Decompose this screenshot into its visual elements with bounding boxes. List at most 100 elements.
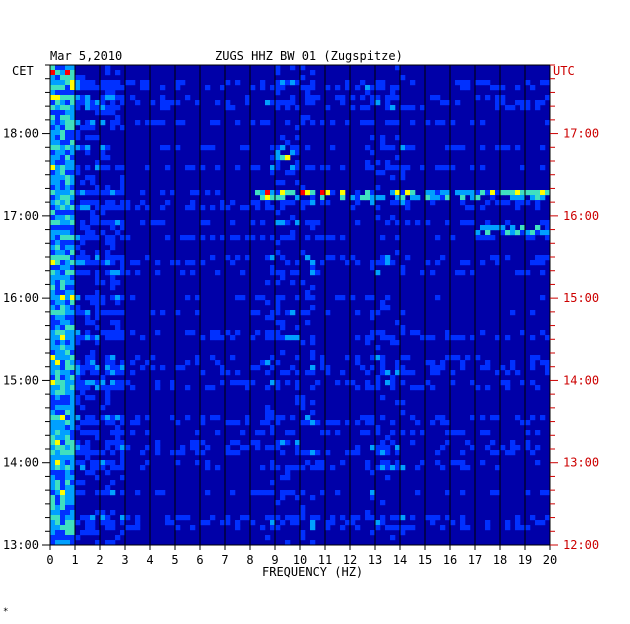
heatmap-cell [65, 265, 71, 271]
heatmap-cell [490, 255, 496, 261]
heatmap-cell [150, 100, 156, 106]
heatmap-cell [445, 100, 451, 106]
heatmap-cell [90, 430, 96, 436]
heatmap-cell [240, 445, 246, 451]
heatmap-cell [380, 465, 386, 471]
heatmap-cell [305, 415, 311, 421]
heatmap-cell [215, 430, 221, 436]
heatmap-cell [205, 145, 211, 151]
heatmap-cell [95, 205, 101, 211]
heatmap-cell [80, 145, 86, 151]
heatmap-cell [270, 525, 276, 531]
heatmap-cell [385, 100, 391, 106]
heatmap-cell [230, 200, 236, 206]
heatmap-cell [95, 260, 101, 266]
heatmap-cell [290, 235, 296, 241]
heatmap-cell [75, 270, 81, 276]
heatmap-cell [60, 180, 66, 186]
heatmap-cell [240, 145, 246, 151]
heatmap-cell [445, 490, 451, 496]
heatmap-cell [435, 190, 441, 196]
heatmap-cell [80, 240, 86, 246]
heatmap-cell [155, 385, 161, 391]
heatmap-cell [400, 165, 406, 171]
heatmap-cell [415, 465, 421, 471]
heatmap-cell [90, 335, 96, 341]
heatmap-cell [60, 335, 66, 341]
heatmap-cell [310, 520, 316, 526]
heatmap-cell [70, 455, 76, 461]
heatmap-cell [55, 105, 61, 111]
heatmap-cell [290, 365, 296, 371]
heatmap-cell [155, 380, 161, 386]
heatmap-cell [60, 215, 66, 221]
heatmap-cell [510, 105, 516, 111]
heatmap-cell [60, 350, 66, 356]
heatmap-cell [435, 295, 441, 301]
heatmap-cell [115, 430, 121, 436]
heatmap-cell [285, 105, 291, 111]
heatmap-cell [75, 145, 81, 151]
heatmap-cell [65, 120, 71, 126]
heatmap-cell [125, 525, 131, 531]
heatmap-cell [65, 375, 71, 381]
heatmap-cell [205, 465, 211, 471]
heatmap-cell [505, 145, 511, 151]
heatmap-cell [215, 165, 221, 171]
heatmap-cell [450, 520, 456, 526]
heatmap-cell [110, 95, 116, 101]
heatmap-cell [495, 225, 501, 231]
heatmap-cell [435, 165, 441, 171]
heatmap-cell [55, 160, 61, 166]
heatmap-cell [220, 335, 226, 341]
heatmap-cell [75, 385, 81, 391]
heatmap-cell [110, 80, 116, 86]
heatmap-cell [145, 430, 151, 436]
heatmap-cell [370, 310, 376, 316]
heatmap-cell [105, 80, 111, 86]
heatmap-cell [90, 190, 96, 196]
heatmap-cell [210, 145, 216, 151]
heatmap-cell [380, 305, 386, 311]
heatmap-cell [505, 380, 511, 386]
heatmap-cell [65, 185, 71, 191]
heatmap-cell [55, 480, 61, 486]
heatmap-cell [370, 195, 376, 201]
heatmap-cell [270, 465, 276, 471]
heatmap-cell [545, 80, 551, 86]
heatmap-cell [275, 385, 281, 391]
heatmap-cell [275, 360, 281, 366]
heatmap-cell [50, 340, 56, 346]
heatmap-cell [235, 80, 241, 86]
heatmap-cell [60, 375, 66, 381]
heatmap-cell [280, 255, 286, 261]
heatmap-cell [420, 105, 426, 111]
heatmap-cell [310, 385, 316, 391]
heatmap-cell [85, 470, 91, 476]
heatmap-cell [50, 470, 56, 476]
heatmap-cell [300, 115, 306, 121]
heatmap-cell [95, 295, 101, 301]
heatmap-cell [60, 265, 66, 271]
heatmap-cell [65, 330, 71, 336]
heatmap-cell [495, 370, 501, 376]
heatmap-cell [310, 120, 316, 126]
heatmap-cell [270, 310, 276, 316]
heatmap-cell [380, 140, 386, 146]
heatmap-cell [490, 450, 496, 456]
heatmap-cell [445, 195, 451, 201]
heatmap-cell [85, 135, 91, 141]
heatmap-cell [515, 370, 521, 376]
heatmap-cell [400, 325, 406, 331]
heatmap-cell [350, 255, 356, 261]
heatmap-cell [260, 360, 266, 366]
heatmap-cell [375, 375, 381, 381]
heatmap-cell [90, 105, 96, 111]
heatmap-cell [245, 95, 251, 101]
heatmap-cell [120, 165, 126, 171]
heatmap-cell [430, 200, 436, 206]
heatmap-cell [95, 380, 101, 386]
heatmap-cell [50, 540, 56, 546]
heatmap-cell [60, 480, 66, 486]
heatmap-cell [50, 185, 56, 191]
